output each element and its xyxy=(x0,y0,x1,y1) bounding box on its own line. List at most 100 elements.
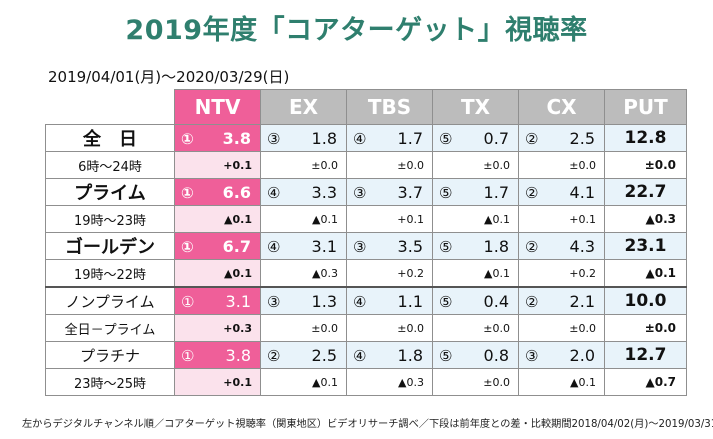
footnote: 左からデジタルチャンネル順／コアターゲット視聴率（関東地区）ビデオリサーチ調べ／… xyxy=(22,419,713,430)
rating-value: 4.3 xyxy=(569,236,595,256)
rank-badge: ② xyxy=(525,237,539,256)
cell-put: 12.8 xyxy=(604,124,687,152)
rating-value: 4.1 xyxy=(569,182,595,202)
rank-badge: ③ xyxy=(267,129,281,148)
header-ex: EX xyxy=(260,89,347,125)
rank-badge: ⑤ xyxy=(439,183,453,202)
cell-tbs: ④ 1.1 xyxy=(346,286,433,315)
diff-tbs: ▲0.3 xyxy=(346,368,433,396)
rating-value: 1.3 xyxy=(311,291,337,311)
cell-ntv: ① 3.8 xyxy=(174,341,261,369)
cell-cx: ③ 2.0 xyxy=(518,341,605,369)
diff-cx: ▲0.1 xyxy=(518,368,605,396)
cell-ex: ② 2.5 xyxy=(260,341,347,369)
table-row-diff: 全日－プライム +0.3 ±0.0 ±0.0 ±0.0 ±0.0 ±0.0 xyxy=(45,314,687,342)
row-label: ノンプライム xyxy=(45,286,175,315)
cell-tx: ⑤ 0.8 xyxy=(432,341,519,369)
row-label: プライム xyxy=(45,178,175,206)
rating-value: 1.8 xyxy=(311,128,337,148)
cell-cx: ② 4.1 xyxy=(518,178,605,206)
rating-value: 0.4 xyxy=(483,291,509,311)
diff-cx: ±0.0 xyxy=(518,314,605,342)
rank-badge: ③ xyxy=(353,183,367,202)
rank-badge: ① xyxy=(181,346,195,365)
header-tbs: TBS xyxy=(346,89,433,125)
cell-cx: ② 2.1 xyxy=(518,286,605,315)
rank-badge: ② xyxy=(525,183,539,202)
time-range-label: 19時～22時 xyxy=(45,259,175,288)
table-row-main: 全 日 ① 3.8 ③ 1.8 ④ 1.7 ⑤ 0.7 ② 2.5 12.8 xyxy=(45,124,687,152)
cell-put: 10.0 xyxy=(604,286,687,315)
rank-badge: ② xyxy=(267,346,281,365)
table-row-main: プラチナ ① 3.8 ② 2.5 ④ 1.8 ⑤ 0.8 ③ 2.0 12.7 xyxy=(45,341,687,369)
rating-value: 3.3 xyxy=(311,182,337,202)
ratings-table: NTV EX TBS TX CX PUT 全 日 ① 3.8 ③ 1.8 ④ 1.7 ⑤ 0.7… xyxy=(45,89,687,396)
diff-cx: +0.1 xyxy=(518,205,605,233)
cell-put: 12.7 xyxy=(604,341,687,369)
rank-badge: ③ xyxy=(267,292,281,311)
table-row-main: ゴールデン ① 6.7 ④ 3.1 ③ 3.5 ⑤ 1.8 ② 4.3 23.1 xyxy=(45,232,687,260)
rank-badge: ⑤ xyxy=(439,129,453,148)
diff-tbs: +0.2 xyxy=(346,259,433,288)
cell-ex: ④ 3.1 xyxy=(260,232,347,260)
diff-put: ▲0.7 xyxy=(604,368,687,396)
diff-ntv: +0.1 xyxy=(174,368,261,396)
rank-badge: ② xyxy=(525,292,539,311)
header-corner xyxy=(45,89,175,125)
diff-ex: ±0.0 xyxy=(260,151,347,179)
diff-tx: ±0.0 xyxy=(432,314,519,342)
rank-badge: ① xyxy=(181,183,194,202)
diff-put: ±0.0 xyxy=(604,151,687,179)
diff-tbs: +0.1 xyxy=(346,205,433,233)
header-tx: TX xyxy=(432,89,519,125)
diff-ex: ▲0.3 xyxy=(260,259,347,288)
diff-cx: ±0.0 xyxy=(518,151,605,179)
rating-value: 0.8 xyxy=(483,345,509,365)
table-row-diff: 19時～22時 ▲0.1 ▲0.3 +0.2 ▲0.1 +0.2 ▲0.1 xyxy=(45,259,687,288)
time-range-label: 6時～24時 xyxy=(45,151,175,179)
rating-value: 3.5 xyxy=(397,236,423,256)
cell-tx: ⑤ 0.4 xyxy=(432,286,519,315)
diff-tx: ▲0.1 xyxy=(432,205,519,233)
table-row-main: ノンプライム ① 3.1 ③ 1.3 ④ 1.1 ⑤ 0.4 ② 2.1 10.0 xyxy=(45,286,687,315)
cell-cx: ② 4.3 xyxy=(518,232,605,260)
rating-value: 3.7 xyxy=(397,182,423,202)
diff-tbs: ±0.0 xyxy=(346,314,433,342)
rating-value: 2.5 xyxy=(311,345,337,365)
diff-ntv: ▲0.1 xyxy=(174,205,261,233)
table-row-diff: 6時～24時 +0.1 ±0.0 ±0.0 ±0.0 ±0.0 ±0.0 xyxy=(45,151,687,179)
cell-ntv: ① 3.8 xyxy=(174,124,261,152)
rank-badge: ③ xyxy=(353,237,367,256)
rank-badge: ⑤ xyxy=(439,237,453,256)
table-row-diff: 19時～23時 ▲0.1 ▲0.1 +0.1 ▲0.1 +0.1 ▲0.3 xyxy=(45,205,687,233)
cell-cx: ② 2.5 xyxy=(518,124,605,152)
diff-ex: ±0.0 xyxy=(260,314,347,342)
diff-ntv: +0.1 xyxy=(174,151,261,179)
header-put: PUT xyxy=(604,89,687,125)
diff-cx: +0.2 xyxy=(518,259,605,288)
cell-tbs: ③ 3.7 xyxy=(346,178,433,206)
diff-ex: ▲0.1 xyxy=(260,205,347,233)
cell-put: 23.1 xyxy=(604,232,687,260)
diff-ntv: +0.3 xyxy=(174,314,261,342)
diff-ntv: ▲0.1 xyxy=(174,259,261,288)
rating-value: 3.8 xyxy=(222,128,251,148)
rank-badge: ② xyxy=(525,129,539,148)
rating-value: 1.8 xyxy=(397,345,423,365)
time-range-label: 23時～25時 xyxy=(45,368,175,396)
diff-put: ±0.0 xyxy=(604,314,687,342)
diff-ex: ▲0.1 xyxy=(260,368,347,396)
rating-value: 2.5 xyxy=(569,128,595,148)
diff-tx: ±0.0 xyxy=(432,151,519,179)
rating-value: 1.8 xyxy=(483,236,509,256)
cell-ex: ④ 3.3 xyxy=(260,178,347,206)
rating-value: 6.6 xyxy=(222,182,251,202)
diff-put: ▲0.3 xyxy=(604,205,687,233)
rank-badge: ④ xyxy=(353,129,367,148)
rank-badge: ④ xyxy=(267,237,281,256)
rating-value: 1.7 xyxy=(397,128,423,148)
rank-badge: ① xyxy=(181,237,194,256)
diff-tx: ▲0.1 xyxy=(432,259,519,288)
rating-value: 2.0 xyxy=(569,345,595,365)
page-title: 2019年度「コアターゲット」視聴率 xyxy=(125,15,588,46)
